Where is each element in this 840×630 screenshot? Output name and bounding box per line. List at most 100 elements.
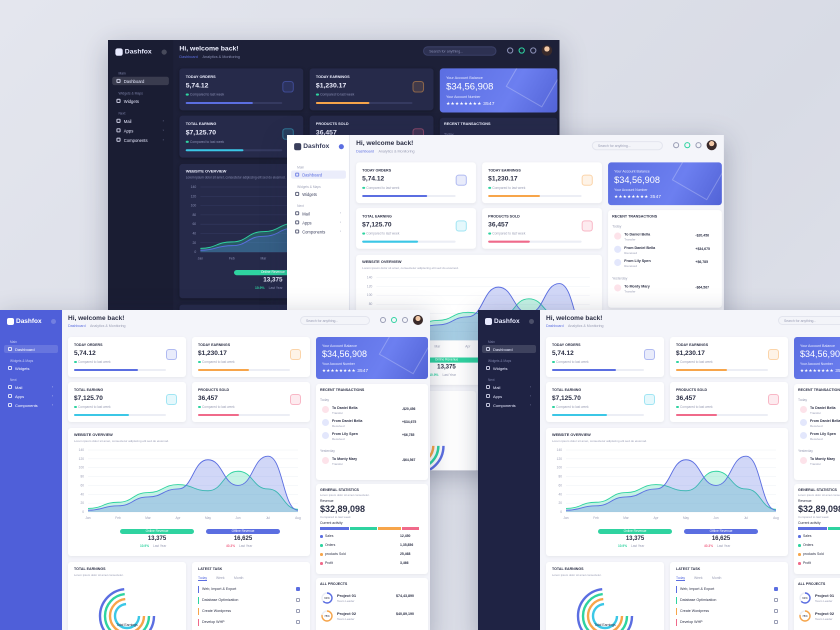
task-checkbox[interactable] (774, 587, 778, 591)
task-tab[interactable]: Week (216, 576, 225, 580)
transaction-amount: -$20,456 (402, 407, 416, 411)
header-icon[interactable] (684, 142, 691, 149)
stat-label: PRODUCTS SOLD (315, 121, 349, 127)
stat-note: Compared to last week (492, 231, 526, 236)
menu-item[interactable]: Widgets (4, 364, 58, 372)
x-tick-label: Mar (145, 516, 151, 520)
y-tick-label: 120 (367, 284, 373, 288)
search-placeholder: Search for anything... (306, 319, 339, 324)
collapse-button (338, 144, 344, 150)
task-checkbox[interactable] (296, 598, 300, 602)
search-box[interactable]: Search for anything... (591, 141, 663, 151)
breadcrumb-item: Analytics & Monitoring (202, 54, 240, 59)
task-checkbox[interactable] (296, 587, 300, 591)
menu-item[interactable]: Components › (291, 227, 346, 235)
avatar[interactable] (413, 315, 423, 325)
transaction-name: To Monty Mary (624, 284, 650, 289)
menu-item[interactable]: Widgets (291, 190, 346, 198)
task-bar (676, 608, 677, 615)
row-value: 3,466 (400, 561, 409, 565)
menu-section: Main (118, 71, 126, 76)
stat-icon (290, 349, 301, 360)
header-icon[interactable] (530, 47, 537, 54)
menu-item[interactable]: Dashboard (291, 170, 346, 179)
transaction-sub: Transfer (332, 461, 344, 466)
menu-item[interactable]: Components › (112, 136, 169, 144)
menu-item[interactable]: Apps › (482, 392, 536, 400)
menu-item[interactable]: Components › (4, 401, 58, 409)
header-icon[interactable] (506, 47, 514, 54)
chart-subtitle: Lorem ipsum dolor sit amet, consectetur … (552, 439, 648, 443)
stat-icon (581, 220, 593, 232)
earnings-subtitle: Lorem ipsum dolor sit amet consectetur. (552, 573, 602, 577)
menu-item[interactable]: Apps › (291, 218, 346, 226)
task-checkbox[interactable] (774, 609, 778, 613)
menu-item[interactable]: Dashboard (4, 345, 58, 353)
search-placeholder: Search for anything... (597, 144, 631, 149)
menu-item[interactable]: Apps › (4, 392, 58, 400)
task-name: Create Wordpress (202, 609, 232, 613)
menu-item[interactable]: Widgets (482, 364, 536, 372)
balance-amount: $34,56,908 (446, 80, 494, 92)
header-icon[interactable] (402, 317, 408, 323)
stat-note: Compared to last week (78, 405, 111, 409)
search-box[interactable]: Search for anything... (423, 46, 497, 56)
menu-item[interactable]: Dashboard (112, 76, 169, 86)
transaction-group: Today (320, 398, 330, 402)
menu-item[interactable]: Mail › (112, 117, 169, 125)
transaction-sub: Transfer (624, 288, 636, 293)
avatar[interactable] (706, 140, 717, 151)
avatar[interactable] (541, 45, 553, 56)
transaction-sub: Received (332, 436, 345, 441)
task-tab[interactable]: Week (694, 576, 703, 580)
menu-item[interactable]: Mail › (4, 383, 58, 391)
transaction-group: Today (444, 132, 453, 136)
progress-bar (74, 414, 130, 416)
menu-item[interactable]: Mail › (291, 209, 346, 217)
legend-item: Offline Revenue (206, 529, 280, 534)
task-checkbox[interactable] (774, 620, 778, 624)
progress-bar (362, 240, 419, 243)
menu-item[interactable]: Apps › (112, 126, 169, 134)
search-box[interactable]: Search for anything... (300, 316, 370, 325)
ring-value (321, 592, 333, 604)
donut-ring (103, 592, 151, 630)
stat-value: $1,230.17 (488, 175, 518, 183)
header-icon[interactable] (673, 142, 680, 149)
row-dot (798, 553, 801, 556)
task-tab[interactable]: Today (198, 576, 208, 581)
project-ring: 78% (321, 610, 333, 622)
menu-label: Dashboard (123, 78, 145, 84)
project-name: Project 01 (337, 593, 357, 598)
search-box[interactable]: Search for anything... (778, 316, 840, 325)
task-name: Database Optimization (680, 598, 717, 602)
task-tab[interactable]: Month (712, 576, 722, 580)
task-tab[interactable]: Month (234, 576, 244, 580)
menu-item[interactable]: Widgets (112, 97, 169, 105)
menu-section: Next (118, 111, 126, 116)
task-checkbox[interactable] (296, 609, 300, 613)
task-checkbox[interactable] (774, 598, 778, 602)
transaction-name: From Lily Spen (624, 258, 651, 264)
header-icon[interactable] (518, 47, 525, 54)
menu-item[interactable]: Dashboard (482, 345, 536, 353)
menu-item[interactable]: Mail › (482, 383, 536, 391)
menu-item[interactable]: Components › (482, 401, 536, 409)
brand: Dashfox (303, 143, 330, 151)
status-dot (676, 360, 679, 363)
ring-value (799, 610, 811, 622)
stat-label: PRODUCTS SOLD (676, 388, 708, 392)
header-icon[interactable] (380, 317, 386, 323)
account-number: ★★★★★★★★ 3547 (614, 193, 662, 200)
breadcrumb-current: Dashboard (546, 324, 564, 328)
search-placeholder: Search for anything... (429, 49, 464, 54)
total-value: 16,625 (233, 536, 253, 542)
task-tab[interactable]: Today (676, 576, 686, 581)
menu-caret: › (162, 127, 164, 132)
header-icon[interactable] (695, 142, 702, 149)
header-icon[interactable] (391, 317, 397, 323)
row-dot (320, 553, 323, 556)
task-checkbox[interactable] (296, 620, 300, 624)
